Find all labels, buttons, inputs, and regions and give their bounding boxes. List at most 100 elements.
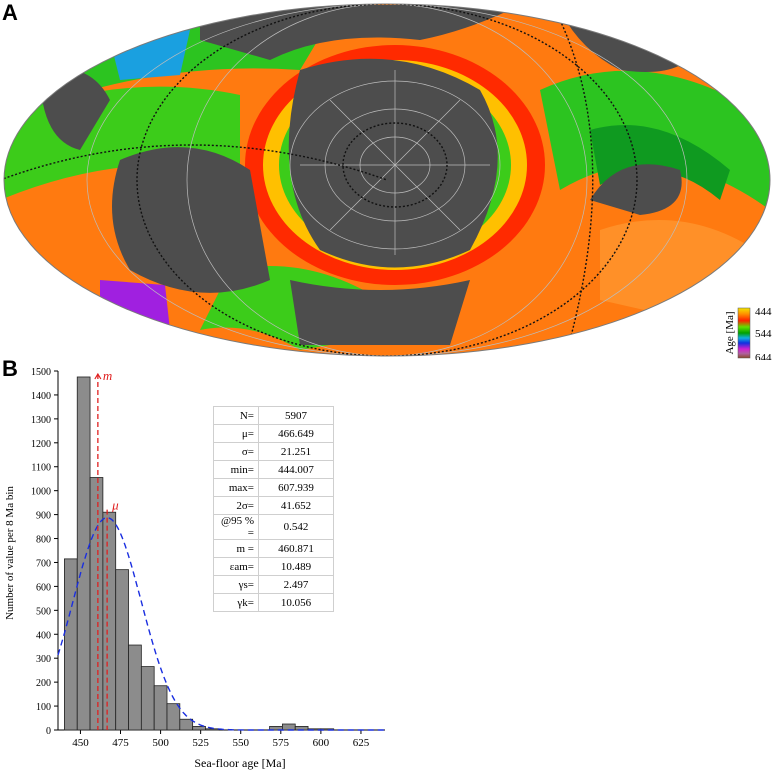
y-tick-label: 1400	[31, 391, 51, 402]
stats-row: max= 607.939	[213, 478, 334, 497]
land-mass	[290, 280, 470, 345]
histogram-bar	[153, 685, 168, 731]
marker-label: m	[103, 368, 112, 383]
x-axis-label: Sea-floor age [Ma]	[194, 756, 285, 770]
stats-key: max=	[213, 478, 259, 497]
ocean-band	[100, 280, 170, 330]
age-map: 444 544 644 Age [Ma]	[3, 3, 772, 360]
stats-value: 607.939	[258, 478, 334, 497]
stats-row: N= 5907	[213, 406, 334, 425]
histogram-bar	[140, 666, 155, 731]
histogram-bar	[115, 569, 129, 731]
y-tick-label: 600	[36, 582, 51, 593]
marker-label: μ	[111, 498, 119, 513]
stats-table: N= 5907 μ= 466.649 σ= 21.251 min= 444.007 max= 60…	[213, 406, 334, 612]
stats-value: 5907	[258, 406, 334, 425]
stats-value: 460.871	[258, 539, 334, 558]
stats-key: γk=	[213, 593, 259, 612]
colorbar-tick-top: 444	[755, 306, 772, 318]
stats-key: N=	[213, 406, 259, 425]
stats-row: γk= 10.056	[213, 593, 334, 612]
panel-b-letter: B	[2, 356, 18, 381]
x-tick-label: 625	[353, 737, 370, 749]
y-tick-label: 900	[36, 511, 51, 522]
colorbar	[737, 307, 751, 359]
stats-value: 0.542	[258, 514, 334, 540]
stats-row: μ= 466.649	[213, 424, 334, 443]
y-tick-label: 0	[46, 726, 51, 737]
colorbar-label: Age [Ma]	[724, 311, 736, 354]
x-tick-label: 525	[192, 737, 209, 749]
histogram-bar	[89, 477, 104, 731]
y-tick-label: 200	[36, 678, 51, 689]
stats-value: 466.649	[258, 424, 334, 443]
stats-row: 2σ= 41.652	[213, 496, 334, 515]
marker-arrow	[94, 372, 102, 380]
stats-value: 10.489	[258, 557, 334, 576]
histogram-bar	[76, 376, 91, 731]
stats-row: σ= 21.251	[213, 442, 334, 461]
y-tick-label: 1100	[31, 463, 51, 474]
ocean-band	[110, 30, 190, 80]
histogram-bars	[64, 376, 335, 731]
stats-value: 41.652	[258, 496, 334, 515]
stats-key: min=	[213, 460, 259, 479]
map-body	[4, 4, 770, 356]
stats-key: γs=	[213, 575, 259, 594]
y-axis-label: Number of value per 8 Ma bin	[4, 486, 16, 620]
x-tick-label: 475	[112, 737, 129, 749]
graticule	[86, 4, 688, 356]
histogram-bar	[64, 558, 78, 731]
y-tick-label: 300	[36, 654, 51, 665]
x-tick-label: 450	[72, 737, 89, 749]
x-tick-label: 575	[273, 737, 290, 749]
stats-row: εam= 10.489	[213, 557, 334, 576]
y-tick-label: 400	[36, 630, 51, 641]
colorbar-tick-mid: 544	[755, 328, 772, 340]
stats-row: γs= 2.497	[213, 575, 334, 594]
stats-key: μ=	[213, 424, 259, 443]
stats-value: 10.056	[258, 593, 334, 612]
histogram-chart: 0 100 200 300 400 500 600 700 800 900 1000 1100 1200…	[4, 367, 385, 770]
stats-key: σ=	[213, 442, 259, 461]
stats-row: min= 444.007	[213, 460, 334, 479]
stats-row: @95 % = 0.542	[213, 514, 334, 540]
stats-value: 444.007	[258, 460, 334, 479]
colorbar-tick-bottom: 644	[755, 352, 772, 360]
y-tick-label: 1500	[31, 367, 51, 378]
histogram-bar	[282, 723, 296, 731]
histogram-bar	[102, 511, 117, 731]
stats-value: 2.497	[258, 575, 334, 594]
markers: mμ	[94, 368, 119, 730]
normal-fit	[57, 516, 385, 731]
y-tick-label: 800	[36, 535, 51, 546]
x-tick-label: 500	[152, 737, 169, 749]
stats-value: 21.251	[258, 442, 334, 461]
map-outline	[3, 3, 771, 357]
stats-key: @95 % =	[213, 514, 259, 540]
histogram-bar	[192, 726, 206, 731]
y-tick-label: 700	[36, 558, 51, 569]
land-mass	[590, 164, 682, 215]
panel-a-letter: A	[2, 0, 18, 25]
y-tick-label: 1000	[31, 487, 51, 498]
x-tick-label: 600	[313, 737, 330, 749]
y-tick-label: 100	[36, 702, 51, 713]
y-tick-label: 1200	[31, 439, 51, 450]
land-mass	[112, 147, 270, 293]
stats-row: m = 460.871	[213, 539, 334, 558]
histogram-bar	[205, 728, 219, 731]
histogram-bar	[179, 718, 194, 731]
stats-key: m =	[213, 539, 259, 558]
land-mass	[200, 5, 520, 60]
land-mass	[4, 300, 80, 345]
ocean-band	[590, 125, 730, 200]
normal-fit-curve	[57, 516, 385, 731]
y-tick-label: 1300	[31, 415, 51, 426]
axes: 0 100 200 300 400 500 600 700 800 900 1000 1100 1200…	[31, 367, 385, 749]
x-tick-label: 550	[232, 737, 249, 749]
y-tick-label: 500	[36, 606, 51, 617]
histogram-bar	[166, 703, 181, 731]
stats-key: 2σ=	[213, 496, 259, 515]
stats-key: εam=	[213, 557, 259, 576]
